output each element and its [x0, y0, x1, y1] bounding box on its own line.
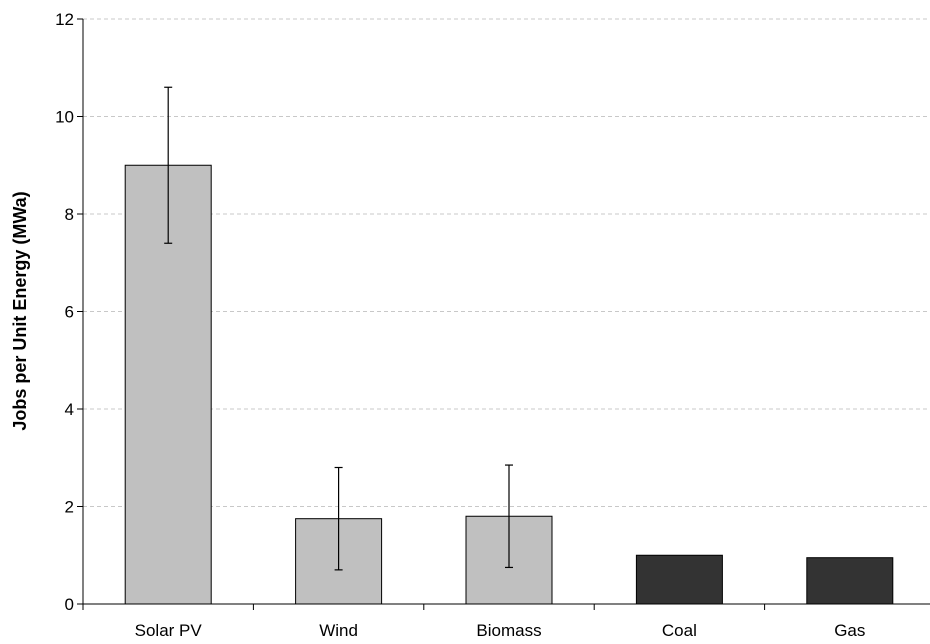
error-bars [164, 86, 513, 571]
y-tick-label-6: 12 [55, 10, 74, 29]
x-tick-label-coal: Coal [662, 621, 697, 640]
y-tick-labels: 0 2 4 6 8 10 12 [55, 10, 74, 614]
axes [77, 18, 930, 610]
y-tick-label-4: 8 [65, 205, 74, 224]
y-tick-label-0: 0 [65, 595, 74, 614]
y-tick-label-3: 6 [65, 303, 74, 322]
bar-gas [806, 557, 894, 605]
x-tick-label-gas: Gas [834, 621, 865, 640]
gridlines [83, 18, 930, 507]
y-tick-label-5: 10 [55, 108, 74, 127]
x-tick-label-wind: Wind [319, 621, 358, 640]
x-tick-labels: Solar PV Wind Biomass Coal Gas [135, 621, 866, 640]
y-axis-title: Jobs per Unit Energy (MWa) [10, 191, 30, 430]
y-tick-label-2: 4 [65, 400, 74, 419]
y-tick-label-1: 2 [65, 498, 74, 517]
x-tick-label-biomass: Biomass [476, 621, 541, 640]
x-tick-label-solar-pv: Solar PV [135, 621, 203, 640]
bar-coal [635, 554, 723, 605]
